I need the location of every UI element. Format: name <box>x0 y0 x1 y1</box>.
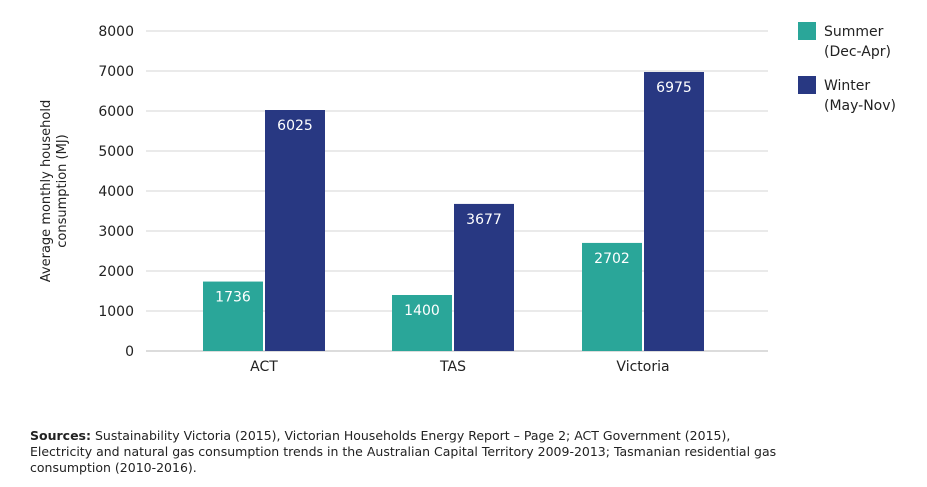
y-axis-title: Average monthly household consumption (MJ… <box>39 100 70 282</box>
sources-lead: Sources: <box>30 428 91 443</box>
y-tick-label: 3000 <box>98 224 134 240</box>
legend-swatch <box>798 22 816 40</box>
legend-label: (May-Nov) <box>824 98 896 114</box>
y-tick-label: 0 <box>125 344 134 360</box>
winter-bar-act <box>265 110 325 351</box>
legend: Summer (Dec-Apr) Winter (May-Nov) <box>798 22 896 114</box>
y-tick-label: 4000 <box>98 184 134 200</box>
y-tick-label: 1000 <box>98 304 134 320</box>
summer-bar-victoria <box>582 242 642 351</box>
y-tick-label: 6000 <box>98 104 134 120</box>
data-label: 3677 <box>466 212 502 228</box>
legend-label: (Dec-Apr) <box>824 44 891 60</box>
y-tick-label: 7000 <box>98 64 134 80</box>
data-labels: 1736 6025 1400 3677 2702 6975 <box>215 80 692 319</box>
winter-bar-tas <box>454 203 514 351</box>
bar-chart: 0 1000 2000 3000 4000 5000 6000 7000 8000 1736 60… <box>39 22 896 375</box>
legend-swatch <box>798 76 816 94</box>
x-axis-ticks: ACT TAS Victoria <box>250 359 669 375</box>
summer-bar-tas <box>392 295 452 351</box>
summer-bar-act <box>203 281 263 351</box>
x-tick-label: TAS <box>439 359 466 375</box>
sources-text: Sustainability Victoria (2015), Victoria… <box>30 428 777 475</box>
y-axis-title-line-1: Average monthly household <box>39 100 54 282</box>
bars <box>203 72 704 351</box>
data-label: 6975 <box>656 80 692 96</box>
y-tick-label: 2000 <box>98 264 134 280</box>
y-tick-label: 5000 <box>98 144 134 160</box>
y-axis-title-line-2: consumption (MJ) <box>55 134 70 248</box>
x-tick-label: ACT <box>250 359 278 375</box>
x-tick-label: Victoria <box>616 359 669 375</box>
data-label: 6025 <box>277 118 313 134</box>
data-label: 1736 <box>215 290 251 306</box>
y-axis-ticks: 0 1000 2000 3000 4000 5000 6000 7000 8000 <box>98 24 134 360</box>
data-label: 1400 <box>404 303 440 319</box>
legend-label: Summer <box>824 24 884 40</box>
y-tick-label: 8000 <box>98 24 134 40</box>
data-label: 2702 <box>594 251 630 267</box>
sources-note: Sources: Sustainability Victoria (2015),… <box>30 428 790 476</box>
legend-label: Winter <box>824 78 870 94</box>
winter-bar-victoria <box>644 72 704 351</box>
